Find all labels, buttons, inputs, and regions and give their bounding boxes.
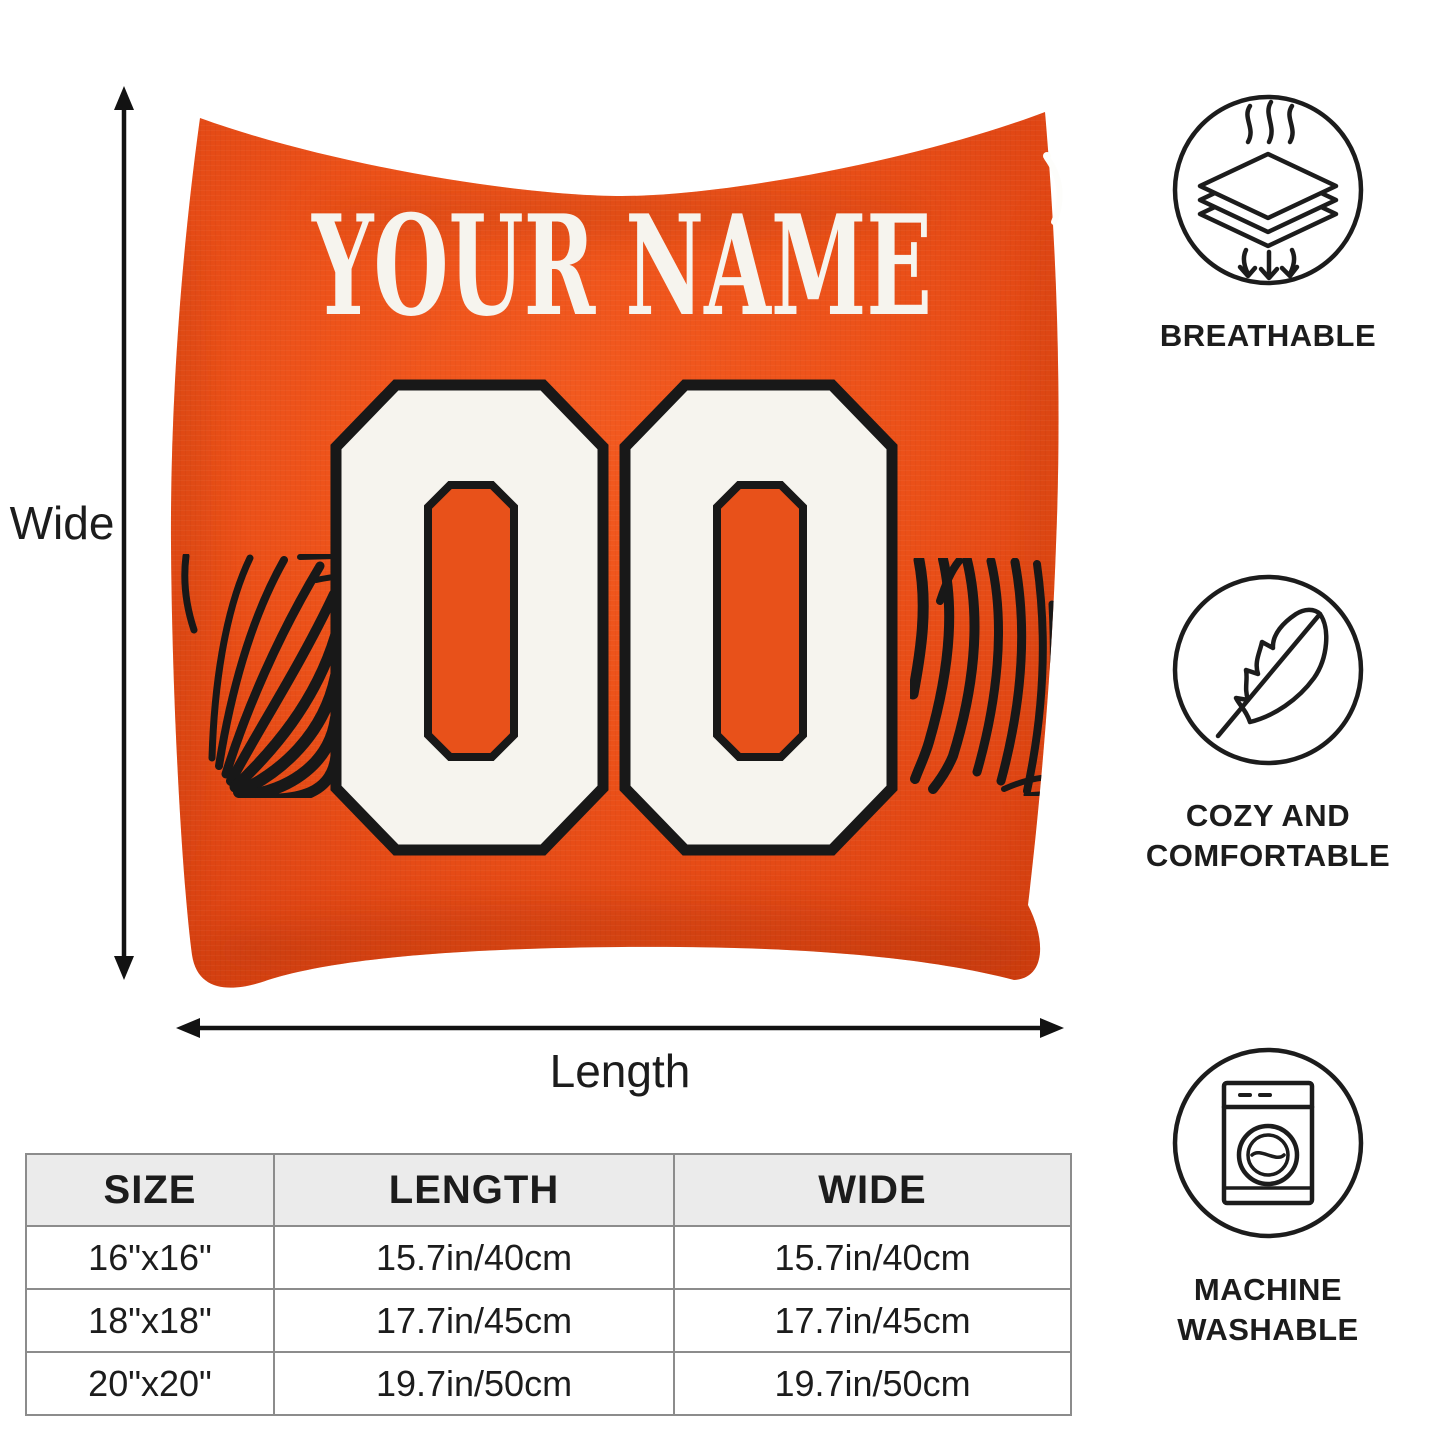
table-cell: 17.7in/45cm [273, 1288, 675, 1353]
table-row: 20"x20" 19.7in/50cm 19.7in/50cm [25, 1351, 1072, 1416]
table-cell: 15.7in/40cm [273, 1225, 675, 1290]
feature-label: MACHINE WASHABLE [1177, 1272, 1359, 1347]
table-cell: 16"x16" [25, 1225, 275, 1290]
table-cell: 17.7in/45cm [673, 1288, 1072, 1353]
zipper-pull-icon [1043, 152, 1063, 225]
size-table-header: SIZE [25, 1153, 275, 1227]
wide-label: Wide [9, 497, 115, 549]
table-cell: 15.7in/40cm [673, 1225, 1072, 1290]
size-table: SIZE LENGTH WIDE 16"x16" 15.7in/40cm 15.7in/… [25, 1153, 1072, 1416]
length-label: Length [549, 1045, 691, 1097]
size-table-body: 16"x16" 15.7in/40cm 15.7in/40cm 18"x18" 17.7… [25, 1225, 1072, 1416]
size-table-header-row: SIZE LENGTH WIDE [25, 1153, 1072, 1227]
length-arrow [176, 1018, 1064, 1038]
washing-machine-icon [1172, 1047, 1364, 1239]
size-table-header: LENGTH [273, 1153, 675, 1227]
table-cell: 19.7in/50cm [273, 1351, 675, 1416]
table-row: 18"x18" 17.7in/45cm 17.7in/45cm [25, 1288, 1072, 1353]
feature-label: COZY AND COMFORTABLE [1145, 798, 1391, 873]
wide-arrow [114, 86, 134, 980]
feature-cozy: COZY AND COMFORTABLE [1138, 570, 1398, 876]
feather-icon [1172, 574, 1364, 766]
feature-label: BREATHABLE [1159, 318, 1377, 353]
table-cell: 20"x20" [25, 1351, 275, 1416]
feature-washable: MACHINE WASHABLE [1138, 1043, 1398, 1350]
breathable-fabric-icon [1172, 94, 1364, 286]
pillow-shape [170, 112, 1059, 988]
size-table-header: WIDE [673, 1153, 1072, 1227]
table-row: 16"x16" 15.7in/40cm 15.7in/40cm [25, 1225, 1072, 1290]
feature-breathable: BREATHABLE [1138, 90, 1398, 356]
table-cell: 18"x18" [25, 1288, 275, 1353]
table-cell: 19.7in/50cm [673, 1351, 1072, 1416]
jersey-name: YOUR NAME [311, 184, 932, 347]
